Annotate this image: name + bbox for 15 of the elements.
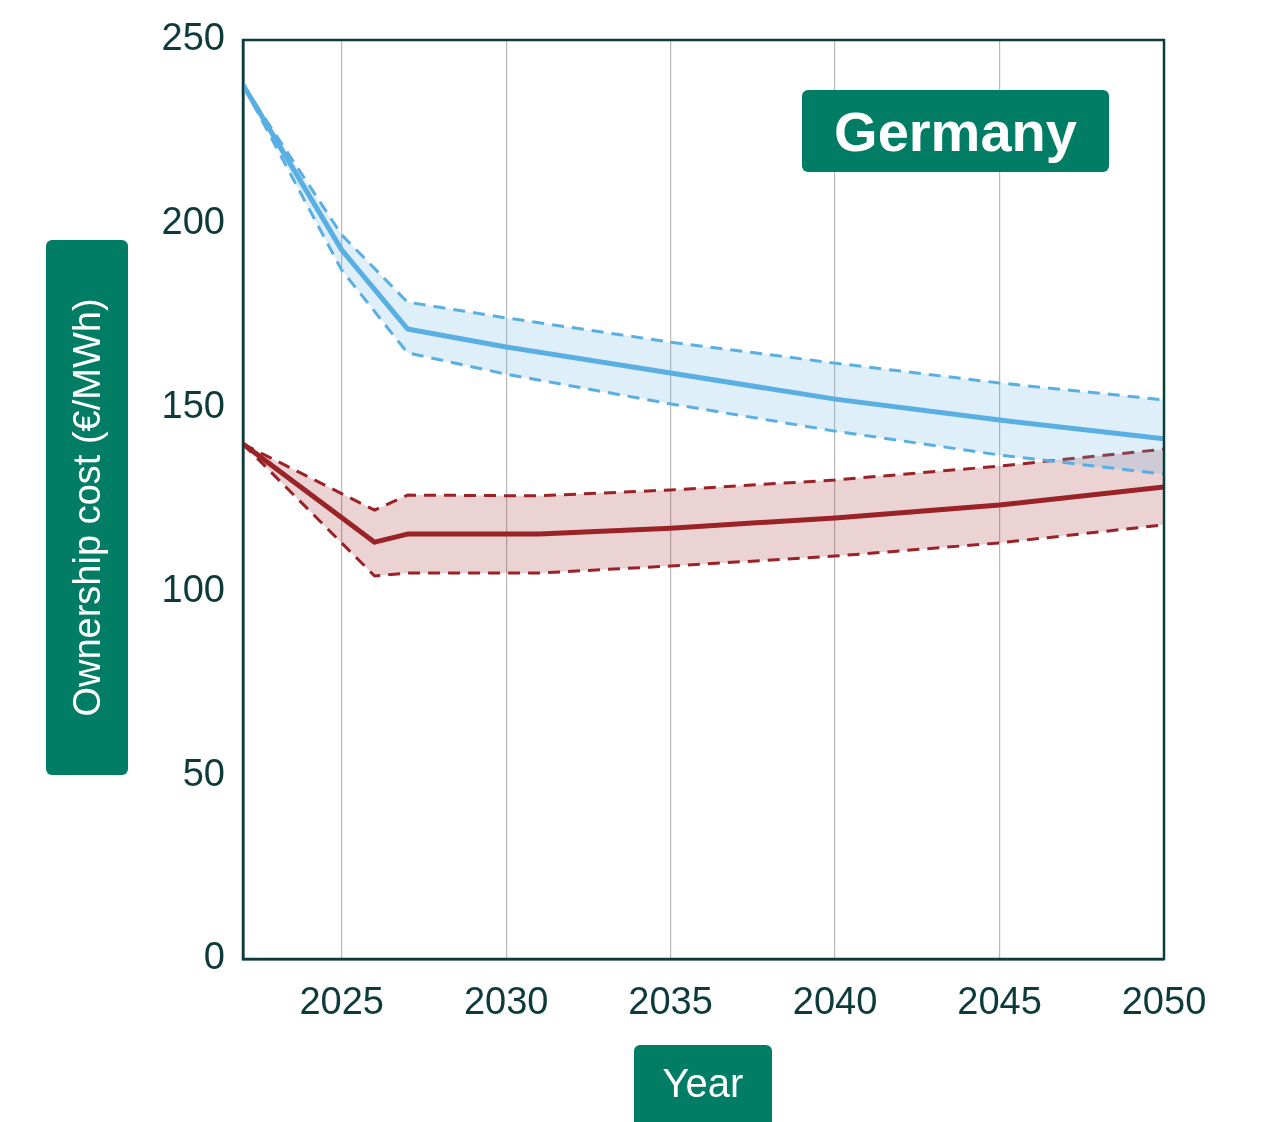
y-axis-title: Ownership cost (€/MWh) — [65, 298, 109, 717]
y-tick-label: 200 — [161, 200, 225, 243]
x-axis-title: Year — [634, 1045, 772, 1122]
x-tick-label: 2040 — [792, 980, 878, 1023]
x-tick-label: 2035 — [628, 980, 713, 1023]
x-tick-label: 2030 — [463, 980, 549, 1023]
y-tick-label: 0 — [203, 935, 225, 978]
y-tick-label: 250 — [161, 16, 225, 59]
x-tick-label: 2050 — [1121, 980, 1207, 1023]
y-tick-label: 50 — [182, 751, 225, 794]
x-tick-label: 2025 — [299, 980, 384, 1023]
y-tick-label: 100 — [161, 567, 225, 610]
text: Germany — [802, 90, 1109, 172]
x-tick-label: 2045 — [957, 980, 1042, 1023]
y-tick-label: 150 — [161, 384, 225, 427]
